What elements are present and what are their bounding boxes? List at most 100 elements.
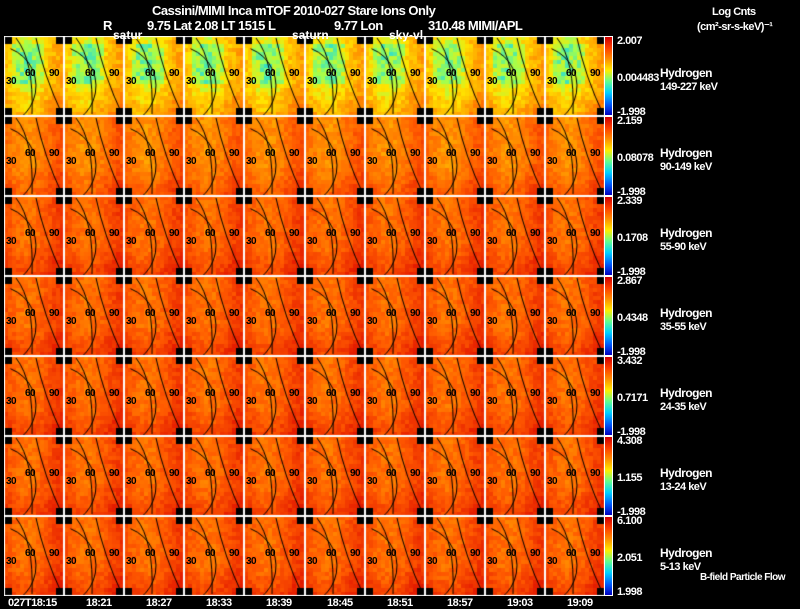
contour-label: 30: [367, 236, 378, 247]
heatmap-panel: [244, 36, 305, 116]
heatmap-panel: [64, 36, 124, 116]
contour-label: 90: [49, 308, 60, 319]
heatmap-panel: [545, 276, 605, 356]
contour-label: 60: [506, 148, 517, 159]
contour-label: 90: [109, 388, 120, 399]
contour-label: 60: [506, 388, 517, 399]
contour-label: 90: [530, 308, 541, 319]
contour-label: 30: [186, 236, 197, 247]
heatmap-panel: [365, 276, 425, 356]
contour-label: 90: [169, 548, 180, 559]
contour-label: 30: [427, 236, 438, 247]
heatmap-panel: [184, 116, 244, 196]
contour-label: 30: [427, 396, 438, 407]
contour-label: 30: [66, 236, 77, 247]
contour-label: 30: [487, 476, 498, 487]
contour-label: 90: [229, 468, 240, 479]
units-line2: (cm²-sr-s-keV)⁻¹: [697, 21, 773, 33]
contour-label: 60: [265, 308, 276, 319]
species-label: Hydrogen: [660, 66, 713, 80]
contour-label: 90: [109, 308, 120, 319]
contour-label: 30: [367, 76, 378, 87]
heatmap-panel: [365, 356, 425, 436]
contour-label: 30: [367, 476, 378, 487]
contour-label: 60: [566, 228, 577, 239]
contour-label: 90: [350, 548, 361, 559]
heatmap-panel: [124, 516, 184, 596]
contour-label: 60: [446, 68, 457, 79]
contour-label: 90: [49, 68, 60, 79]
contour-label: 30: [126, 316, 137, 327]
contour-label: 60: [265, 68, 276, 79]
contour-label: 90: [229, 548, 240, 559]
heatmap-panel: [425, 36, 485, 116]
contour-label: 60: [205, 548, 216, 559]
contour-label: 90: [590, 228, 601, 239]
colorbar-mid-label: 2.051: [617, 552, 643, 564]
contour-label: 90: [169, 148, 180, 159]
contour-label: 30: [66, 316, 77, 327]
contour-label: 60: [446, 148, 457, 159]
species-label: Hydrogen: [660, 386, 713, 400]
contour-label: 60: [145, 308, 156, 319]
time-tick-label: 18:57: [447, 597, 473, 609]
heatmap-panel: [485, 436, 545, 516]
contour-label: 30: [547, 76, 558, 87]
contour-label: 90: [590, 468, 601, 479]
contour-label: 90: [229, 148, 240, 159]
contour-label: 60: [25, 548, 36, 559]
contour-label: 60: [386, 228, 397, 239]
contour-label: 30: [186, 396, 197, 407]
contour-label: 60: [145, 228, 156, 239]
lon-value-credit: 310.48 MIMI/APL: [428, 18, 523, 33]
heatmap-panel: [305, 436, 365, 516]
heatmap-panel: [305, 36, 365, 116]
contour-label: 30: [186, 476, 197, 487]
contour-label: 90: [229, 308, 240, 319]
contour-label: 60: [326, 148, 337, 159]
units-line1: Log Cnts: [712, 6, 756, 18]
heatmap-panel: [365, 196, 425, 276]
heatmap-panel: [64, 116, 124, 196]
heatmap-panel: [545, 516, 605, 596]
contour-label: 90: [590, 548, 601, 559]
contour-label: 60: [145, 68, 156, 79]
energy-label: 5-13 keV: [660, 561, 701, 573]
contour-label: 60: [566, 548, 577, 559]
heatmap-panel: [184, 276, 244, 356]
contour-label: 90: [289, 68, 300, 79]
contour-label: 30: [126, 476, 137, 487]
colorbar: [604, 516, 613, 596]
energy-label: 90-149 keV: [660, 161, 712, 173]
heatmap-panel: [485, 276, 545, 356]
contour-label: 90: [590, 388, 601, 399]
contour-label: 60: [446, 468, 457, 479]
contour-label: 60: [145, 468, 156, 479]
species-label: Hydrogen: [660, 546, 713, 560]
contour-label: 60: [566, 388, 577, 399]
contour-label: 30: [6, 556, 17, 567]
heatmap-panel: [4, 36, 64, 116]
contour-label: 30: [246, 156, 257, 167]
contour-label: 30: [126, 76, 137, 87]
heatmap-panel: [305, 356, 365, 436]
contour-label: 90: [350, 308, 361, 319]
contour-label: 60: [446, 308, 457, 319]
contour-label: 60: [506, 468, 517, 479]
heatmap-panel: [545, 356, 605, 436]
contour-label: 90: [289, 468, 300, 479]
contour-label: 30: [367, 316, 378, 327]
contour-label: 60: [506, 548, 517, 559]
colorbar-min-label: -1.998: [617, 506, 646, 518]
heatmap-panel: [545, 36, 605, 116]
contour-label: 30: [307, 556, 318, 567]
colorbar-max-label: 4.308: [617, 435, 643, 447]
time-tick-label: 18:27: [146, 597, 172, 609]
contour-label: 30: [307, 76, 318, 87]
contour-label: 30: [6, 236, 17, 247]
contour-label: 90: [470, 468, 481, 479]
contour-label: 90: [49, 468, 60, 479]
contour-label: 90: [530, 68, 541, 79]
heatmap-panel: [425, 356, 485, 436]
heatmap-panel: [305, 116, 365, 196]
